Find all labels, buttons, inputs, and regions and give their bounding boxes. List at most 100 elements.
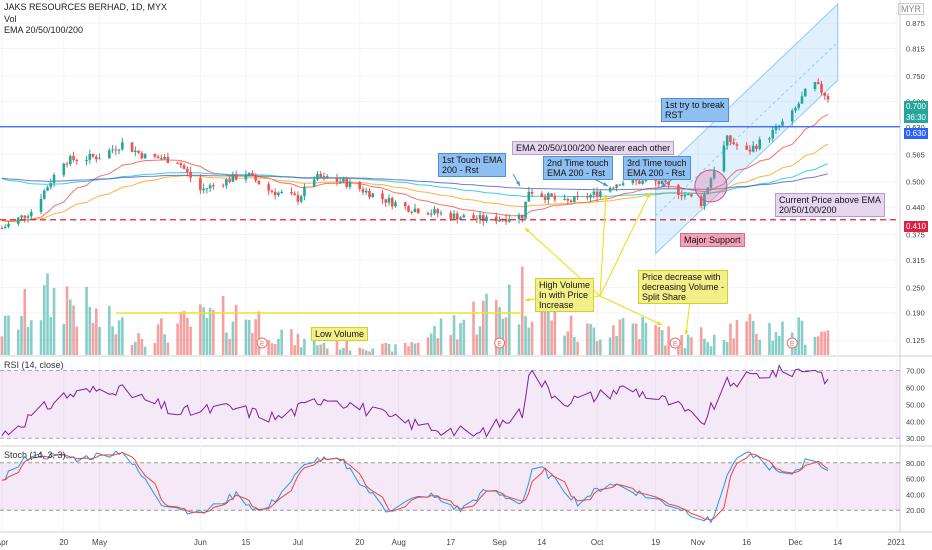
candle-body xyxy=(39,198,43,212)
volume-bar xyxy=(729,323,732,355)
volume-bar xyxy=(612,325,615,355)
volume-bar xyxy=(407,346,410,355)
volume-bar xyxy=(576,341,579,355)
time-tick-label: 14 xyxy=(537,538,546,547)
annotation-arrowhead xyxy=(603,195,608,200)
volume-bar xyxy=(65,286,69,355)
volume-bar xyxy=(429,333,433,355)
ema-legend: EMA 20/50/100/200 xyxy=(4,25,84,35)
candle-body xyxy=(108,150,111,159)
candle-body xyxy=(199,177,202,191)
volume-bar xyxy=(29,320,33,355)
ema-200-line xyxy=(1,173,829,191)
volume-bar xyxy=(803,344,807,355)
candle-body xyxy=(270,190,274,192)
volume-bar xyxy=(732,338,735,355)
candle-body xyxy=(797,103,801,108)
time-tick-label: Jul xyxy=(293,538,303,547)
support-touch-circle xyxy=(694,169,728,203)
candle-body xyxy=(618,184,622,186)
volume-bar xyxy=(416,342,420,355)
volume-bar xyxy=(390,351,394,355)
candle-body xyxy=(592,191,596,195)
volume-bar xyxy=(452,315,456,355)
candle-body xyxy=(410,211,414,213)
candle-body xyxy=(338,181,342,183)
candle-body xyxy=(508,219,511,222)
ema-20-line xyxy=(1,113,829,223)
earnings-marker xyxy=(256,337,268,349)
candle-body xyxy=(280,191,283,193)
candle-body xyxy=(254,174,257,181)
rsi-line xyxy=(1,364,829,438)
volume-bar xyxy=(228,338,231,355)
price-tick-label: 0.630 xyxy=(906,123,925,132)
time-tick-label: Nov xyxy=(691,538,705,547)
volume-bar xyxy=(299,347,303,355)
volume-bar xyxy=(472,301,475,355)
volume-bar xyxy=(134,341,137,355)
volume-bar xyxy=(566,331,570,355)
volume-bar xyxy=(768,323,771,355)
volume-bar xyxy=(153,342,157,355)
volume-bar xyxy=(26,326,30,355)
candle-body xyxy=(768,138,771,140)
volume-bar xyxy=(371,348,375,355)
volume-bar xyxy=(550,320,553,355)
volume-bar xyxy=(657,326,661,355)
volume-bar xyxy=(296,333,300,355)
candle-body xyxy=(312,179,316,187)
volume-bar xyxy=(62,324,66,355)
candle-body xyxy=(364,190,368,193)
candle-body xyxy=(182,165,186,169)
candle-body xyxy=(803,88,807,97)
candle-body xyxy=(16,217,20,224)
candle-body xyxy=(774,126,778,130)
price-tick-label: 0.875 xyxy=(906,19,925,28)
candle-body xyxy=(485,216,488,222)
candle-body xyxy=(657,181,661,185)
time-tick-label: Aug xyxy=(392,538,406,547)
candle-body xyxy=(208,185,212,189)
candle-body xyxy=(134,150,137,152)
volume-bar xyxy=(277,338,280,355)
candle-body xyxy=(586,196,589,198)
candle-body xyxy=(781,121,784,126)
candle-body xyxy=(342,178,345,182)
volume-bar xyxy=(403,342,407,355)
volume-bar xyxy=(592,327,596,355)
volume-bar xyxy=(225,332,228,355)
volume-bar xyxy=(384,342,388,355)
volume-bar xyxy=(290,329,293,355)
volume-bar xyxy=(199,304,202,355)
candle-body xyxy=(247,172,251,175)
volume-bar xyxy=(449,335,453,355)
volume-bar xyxy=(569,315,573,355)
volume-bar xyxy=(137,333,140,355)
volume-bar xyxy=(16,329,20,355)
volume-bar xyxy=(586,323,589,355)
stoch-tick-label: 60.00 xyxy=(906,475,925,484)
rsi-tick-label: 40.00 xyxy=(906,417,925,426)
candle-body xyxy=(49,183,53,188)
candle-body xyxy=(72,155,75,160)
time-tick-label: Sep xyxy=(492,538,507,547)
volume-bar xyxy=(712,334,716,355)
candle-body xyxy=(699,196,703,207)
volume-bar xyxy=(725,341,729,355)
candle-body xyxy=(143,153,147,159)
volume-bar xyxy=(39,320,43,355)
price-tick-label: 0.125 xyxy=(906,336,925,345)
candle-body xyxy=(390,198,394,207)
currency-badge[interactable]: MYR xyxy=(898,3,924,15)
price-tick-label: 0.750 xyxy=(906,72,925,81)
time-tick-label: 20 xyxy=(59,538,68,547)
volume-bar xyxy=(553,301,557,355)
candle-body xyxy=(186,168,189,172)
volume-bar xyxy=(826,330,830,355)
candle-body xyxy=(462,215,466,218)
volume-bar xyxy=(508,284,511,355)
volume-bar xyxy=(527,327,531,355)
